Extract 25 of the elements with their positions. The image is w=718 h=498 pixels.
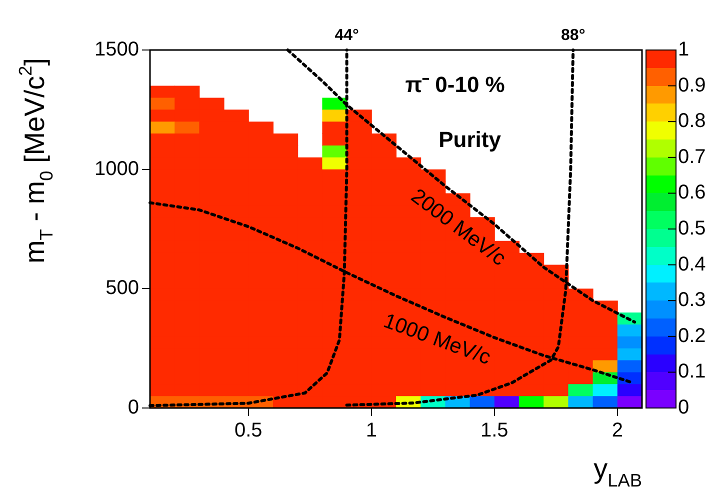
text: Purity [438, 127, 502, 152]
x-tick-label: 1.5 [480, 420, 508, 442]
y-tick-label: 0 [128, 396, 139, 419]
color-bar-label: 0.1 [678, 360, 706, 383]
color-bar-label: 0 [678, 396, 690, 419]
annotation: 88° [561, 27, 586, 44]
color-bar-label: 0.2 [678, 324, 706, 347]
color-bar-label: 0.4 [678, 253, 706, 276]
annotation: 44° [334, 27, 359, 44]
color-bar-label: 1 [678, 38, 690, 61]
color-bar-label: 0.8 [678, 110, 706, 132]
y-tick-label: 1500 [94, 38, 139, 61]
color-bar-label: 0.9 [678, 74, 706, 96]
color-bar-label: 0.3 [678, 289, 706, 312]
text: π⁻ 0-10 % [405, 72, 505, 97]
x-tick-label: 2 [612, 420, 623, 442]
x-tick-label: 0.5 [234, 420, 262, 442]
x-tick-label: 1 [366, 420, 377, 442]
y-tick-label: 500 [106, 277, 139, 300]
color-bar-label: 0.7 [678, 146, 706, 168]
color-bar-label: 0.6 [678, 182, 706, 204]
y-axis-title: mT - m0 [MeV/c2] [15, 58, 56, 264]
annotation: 1000 MeV/c [380, 309, 494, 370]
color-bar-label: 0.5 [678, 218, 706, 240]
y-tick-label: 1000 [94, 158, 139, 180]
